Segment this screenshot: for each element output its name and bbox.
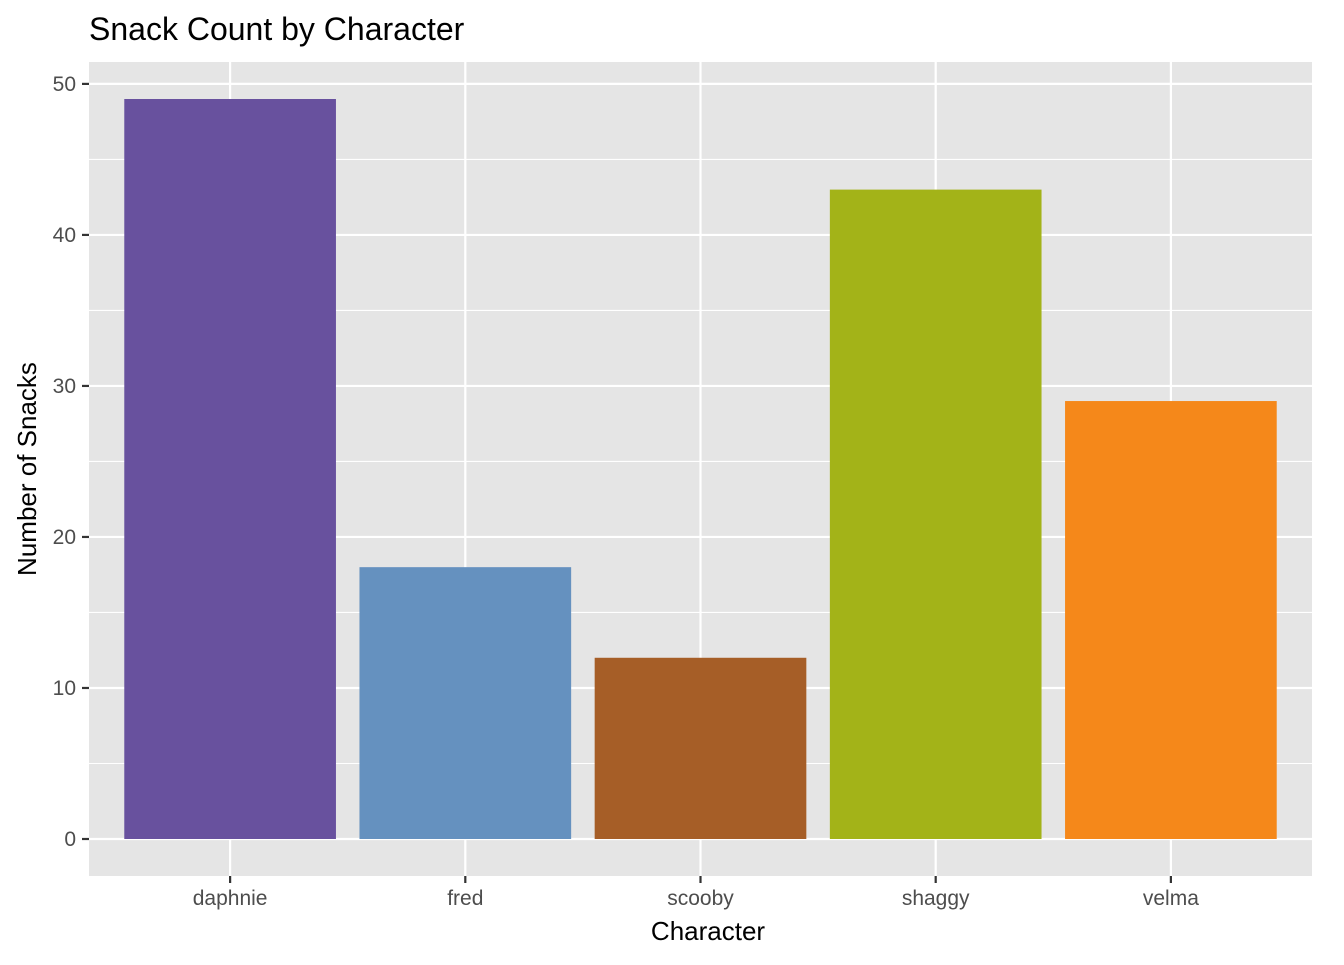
bar-fred: [359, 567, 572, 839]
x-tick-label: velma: [1143, 887, 1199, 910]
x-tick-label: scooby: [667, 887, 734, 910]
y-tick-label: 50: [53, 73, 76, 96]
y-tick-label: 0: [64, 828, 76, 851]
x-tick-label: shaggy: [902, 887, 970, 910]
bars: [124, 99, 1277, 839]
y-tick-label: 10: [53, 677, 76, 700]
x-tick-label: daphnie: [193, 887, 268, 910]
y-tick-label: 20: [53, 526, 76, 549]
bar-shaggy: [829, 189, 1042, 839]
x-tick-label: fred: [447, 887, 483, 910]
bar-velma: [1065, 401, 1277, 839]
y-axis: 0 10 20 30 40 50: [53, 73, 89, 851]
bar-scooby: [594, 657, 807, 839]
y-axis-title: Number of Snacks: [12, 362, 42, 576]
chart-title: Snack Count by Character: [89, 11, 465, 47]
x-axis: daphnie fred scooby shaggy velma: [193, 876, 1199, 910]
y-tick-label: 40: [53, 224, 76, 247]
x-axis-title: Character: [651, 916, 765, 946]
y-tick-label: 30: [53, 375, 76, 398]
bar-daphnie: [124, 99, 336, 839]
